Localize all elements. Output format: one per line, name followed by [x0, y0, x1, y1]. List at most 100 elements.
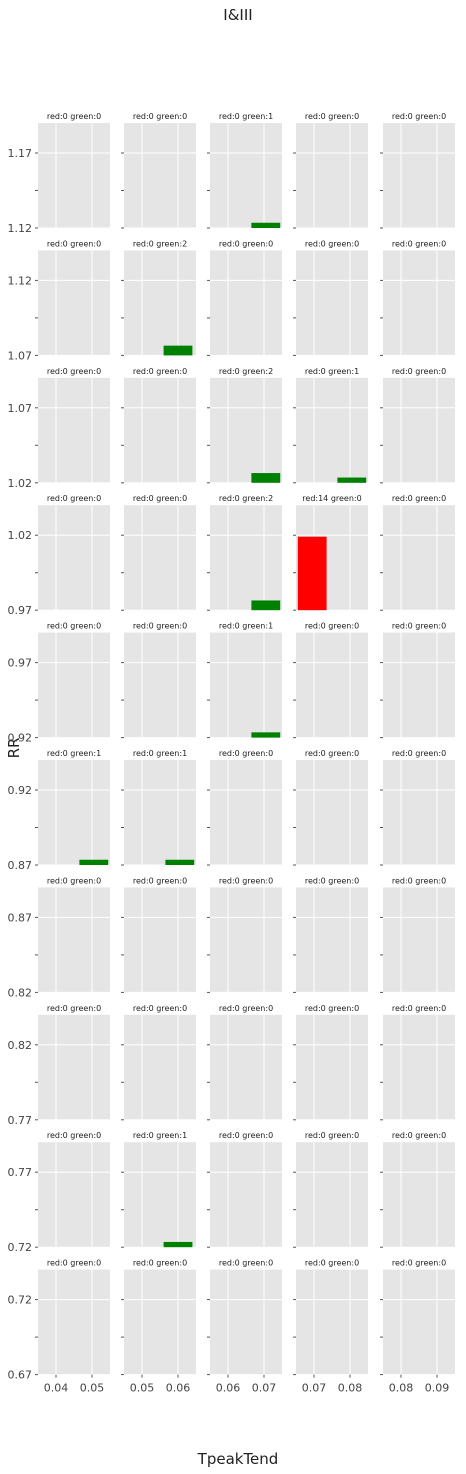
panel-title: red:0 green:0: [219, 1131, 273, 1140]
panel-title: red:0 green:0: [47, 1131, 101, 1140]
panel: red:0 green:0: [293, 1004, 368, 1121]
y-tick-label: 0.82: [8, 1039, 33, 1052]
y-tick-label: 0.67: [8, 1369, 33, 1382]
panel-background: [296, 632, 368, 738]
panel-background: [210, 123, 282, 228]
panel-title: red:0 green:0: [392, 367, 446, 376]
panel-background: [124, 1269, 196, 1375]
panel: red:0 green:1 0.87 0.92: [8, 749, 110, 872]
panel: red:0 green:0 0.07 0.08: [293, 1259, 368, 1395]
panel: red:0 green:0: [121, 1004, 196, 1121]
x-tick-label: 0.04: [44, 1382, 69, 1395]
panel-title: red:0 green:0: [392, 622, 446, 631]
bar-green: [163, 345, 193, 356]
panel-background: [296, 123, 368, 228]
x-tick-label: 0.05: [80, 1382, 105, 1395]
panel-background: [210, 887, 282, 993]
y-tick-label: 0.72: [8, 1294, 33, 1307]
panel-background: [296, 887, 368, 993]
panel-title: red:0 green:0: [305, 1131, 359, 1140]
y-tick-label: 1.12: [8, 222, 33, 235]
bar-green: [251, 600, 281, 611]
panel-title: red:0 green:0: [305, 239, 359, 248]
chart-title: I&III: [223, 6, 252, 24]
panel-background: [210, 760, 282, 865]
panel-background: [210, 1014, 282, 1120]
panel-title: red:0 green:0: [392, 876, 446, 885]
bar-green: [251, 222, 281, 228]
panel-background: [210, 1142, 282, 1248]
panel-background: [124, 250, 196, 356]
bar-green: [251, 473, 281, 483]
panel-title: red:0 green:0: [219, 749, 273, 758]
panel: red:0 green:0: [121, 112, 196, 229]
panel-background: [38, 505, 110, 611]
bar-green: [79, 859, 109, 865]
y-tick-label: 0.97: [8, 657, 33, 670]
panel: red:0 green:0: [380, 112, 455, 229]
y-tick-label: 0.92: [8, 732, 33, 745]
panel-title: red:0 green:0: [133, 112, 187, 121]
panel-title: red:0 green:0: [305, 749, 359, 758]
panel: red:0 green:1: [207, 112, 282, 229]
panel-title: red:0 green:1: [219, 112, 273, 121]
x-tick-label: 0.08: [389, 1382, 414, 1395]
panel: red:0 green:0: [293, 622, 368, 739]
panel-background: [383, 632, 455, 738]
panel-background: [124, 377, 196, 483]
panel: red:0 green:0: [380, 239, 455, 356]
y-tick-label: 1.02: [8, 529, 33, 542]
panel: red:0 green:0 1.12 1.17: [8, 112, 110, 235]
y-tick-label: 1.02: [8, 477, 33, 490]
panel-title: red:0 green:2: [133, 239, 187, 248]
panel-title: red:0 green:1: [133, 749, 187, 758]
panel: red:0 green:1: [293, 367, 368, 484]
panel-title: red:0 green:0: [392, 749, 446, 758]
y-tick-label: 1.07: [8, 349, 33, 362]
panel-title: red:0 green:0: [219, 1004, 273, 1013]
panel-title: red:0 green:2: [219, 494, 273, 503]
panel: red:0 green:0 0.05 0.06: [121, 1259, 196, 1395]
x-tick-label: 0.07: [252, 1382, 277, 1395]
panel-background: [210, 250, 282, 356]
panel: red:0 green:2: [207, 367, 282, 484]
panel-background: [124, 123, 196, 228]
panel: red:0 green:0 1.02 1.07: [8, 367, 110, 490]
panel-background: [38, 887, 110, 993]
panel: red:0 green:0: [207, 239, 282, 356]
panel-title: red:0 green:0: [47, 367, 101, 376]
panel-background: [210, 632, 282, 738]
panel-background: [124, 632, 196, 738]
y-tick-label: 0.77: [8, 1166, 33, 1179]
panel-background: [210, 505, 282, 611]
y-tick-label: 0.82: [8, 986, 33, 999]
panel: red:0 green:0 1.07 1.12: [8, 239, 110, 362]
panel-title: red:0 green:0: [392, 1259, 446, 1268]
y-tick-label: 0.97: [8, 604, 33, 617]
panel-background: [38, 1014, 110, 1120]
panel: red:0 green:0: [293, 876, 368, 993]
panel-title: red:0 green:0: [133, 876, 187, 885]
panel: red:0 green:0: [380, 749, 455, 866]
x-tick-label: 0.06: [216, 1382, 241, 1395]
panel-background: [38, 760, 110, 865]
panel-background: [124, 1142, 196, 1248]
panel-title: red:0 green:0: [392, 1131, 446, 1140]
panel-title: red:0 green:0: [305, 876, 359, 885]
panel: red:0 green:0: [380, 1004, 455, 1121]
panel-title: red:0 green:0: [133, 1259, 187, 1268]
panel: red:0 green:0: [293, 1131, 368, 1248]
panel-title: red:0 green:0: [392, 239, 446, 248]
panel-title: red:0 green:0: [133, 367, 187, 376]
panel: red:0 green:1: [121, 749, 196, 866]
panel: red:14 green:0: [293, 494, 368, 611]
panel-title: red:0 green:0: [219, 239, 273, 248]
panel-background: [383, 1014, 455, 1120]
x-tick-label: 0.08: [338, 1382, 363, 1395]
panel: red:0 green:0: [380, 876, 455, 993]
y-tick-label: 1.17: [8, 147, 33, 160]
panel: red:0 green:0 0.92 0.97: [8, 622, 110, 745]
panel-title: red:0 green:0: [305, 1004, 359, 1013]
panel-background: [296, 1142, 368, 1248]
